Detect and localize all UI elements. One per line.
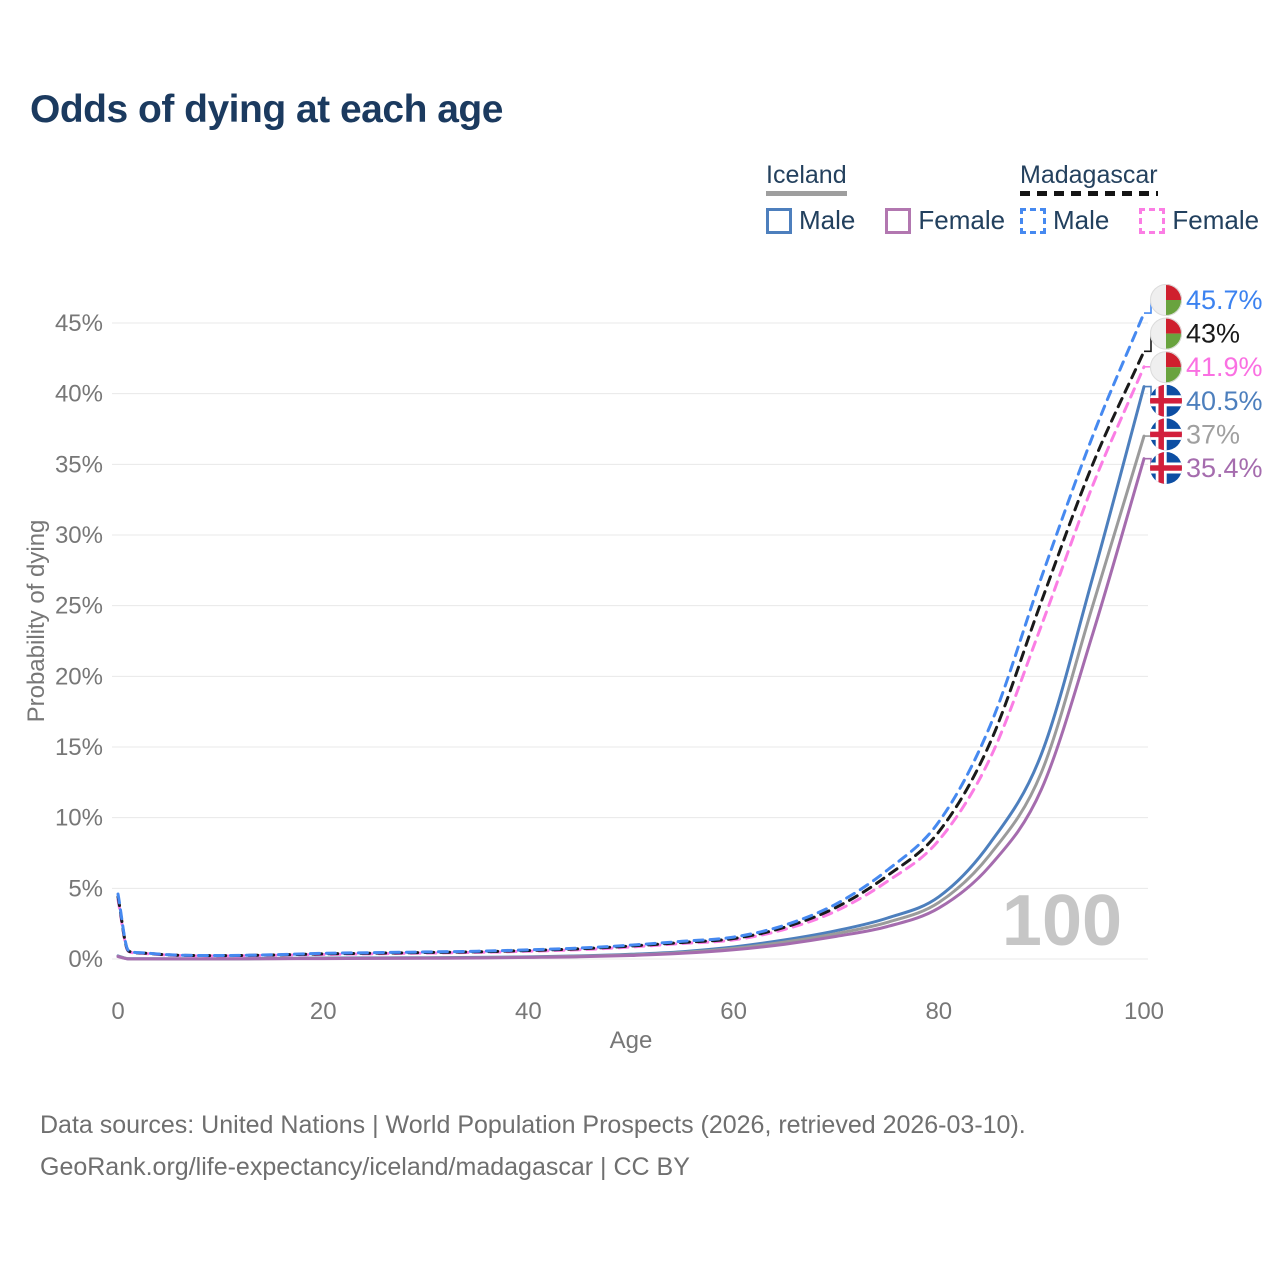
y-axis-title: Probability of dying [23, 520, 50, 723]
x-tick-label: 40 [515, 998, 542, 1025]
iceland-flag-icon [1150, 452, 1182, 484]
legend-label-iceland-female: Female [918, 205, 1006, 235]
legend-swatch-madagascar-male [1020, 207, 1046, 234]
legend-swatch-iceland-male [766, 207, 792, 234]
y-tick-label: 25% [55, 593, 103, 620]
legend-underline-iceland [766, 191, 847, 196]
end-label-value: 43% [1186, 319, 1240, 349]
mortality-line-chart: 0% 5% 10% 15% 20% 25% 30% 35% 40% 45% 0 20 40 60 80 100… [23, 284, 1263, 1054]
legend-label-iceland-male: Male [799, 205, 856, 235]
madagascar-flag-icon [1150, 317, 1182, 350]
legend-group-madagascar: Madagascar Male Female [1020, 162, 1259, 236]
x-axis-title: Age [610, 1027, 653, 1054]
legend-header-iceland: Iceland [766, 161, 847, 189]
end-label-value: 45.7% [1186, 285, 1263, 315]
iceland-flag-icon [1150, 418, 1182, 451]
series-line-iceland-both-sexes [116, 434, 1146, 961]
end-label-value: 41.9% [1186, 352, 1263, 382]
legend: Iceland Male Female Madagascar Male [0, 0, 1280, 250]
end-label-value: 40.5% [1186, 386, 1263, 416]
end-labels: 45.7% 43%41.9% 40.5%37% 35.4% [1144, 284, 1263, 484]
y-tick-label: 35% [55, 451, 103, 478]
legend-label-madagascar-female: Female [1172, 205, 1260, 235]
legend-label-madagascar-male: Male [1053, 205, 1110, 235]
legend-item-iceland-male[interactable]: Male [766, 205, 855, 236]
y-tick-label: 0% [68, 946, 103, 973]
gridlines: 0% 5% 10% 15% 20% 25% 30% 35% 40% 45% [55, 310, 1148, 973]
legend-item-madagascar-female[interactable]: Female [1139, 205, 1259, 236]
x-tick-label: 100 [1124, 998, 1164, 1025]
legend-swatch-madagascar-female [1139, 207, 1166, 234]
y-tick-label: 10% [55, 805, 103, 832]
page-title: Odds of dying at each age [30, 88, 503, 131]
x-tick-label: 60 [720, 998, 747, 1025]
y-tick-label: 40% [55, 381, 103, 408]
x-tick-label: 20 [310, 998, 337, 1025]
y-tick-label: 5% [68, 875, 103, 902]
y-tick-label: 45% [55, 310, 103, 337]
legend-item-madagascar-male[interactable]: Male [1020, 205, 1109, 236]
series-lines [116, 311, 1146, 961]
legend-swatch-iceland-female [885, 207, 912, 234]
age-watermark: 100 [1002, 881, 1122, 961]
madagascar-flag-icon [1150, 351, 1182, 384]
legend-header-madagascar: Madagascar [1020, 161, 1158, 189]
end-label-value: 35.4% [1186, 453, 1263, 483]
legend-group-iceland: Iceland Male Female [766, 162, 1005, 236]
y-tick-label: 30% [55, 522, 103, 549]
y-tick-label: 15% [55, 734, 103, 761]
series-line-iceland-male [116, 385, 1146, 961]
legend-item-iceland-female[interactable]: Female [885, 205, 1005, 236]
x-tick-label: 80 [925, 998, 952, 1025]
end-label-value: 37% [1186, 419, 1240, 449]
legend-underline-madagascar [1020, 191, 1158, 196]
footer-attribution: GeoRank.org/life-expectancy/iceland/mada… [40, 1153, 690, 1181]
series-line-madagascar-male [116, 311, 1146, 958]
y-tick-label: 20% [55, 663, 103, 690]
x-tick-label: 0 [111, 998, 124, 1025]
footer-data-sources: Data sources: United Nations | World Pop… [40, 1111, 1026, 1139]
iceland-flag-icon [1150, 384, 1182, 417]
madagascar-flag-icon [1150, 284, 1182, 316]
series-line-iceland-female [116, 457, 1146, 961]
